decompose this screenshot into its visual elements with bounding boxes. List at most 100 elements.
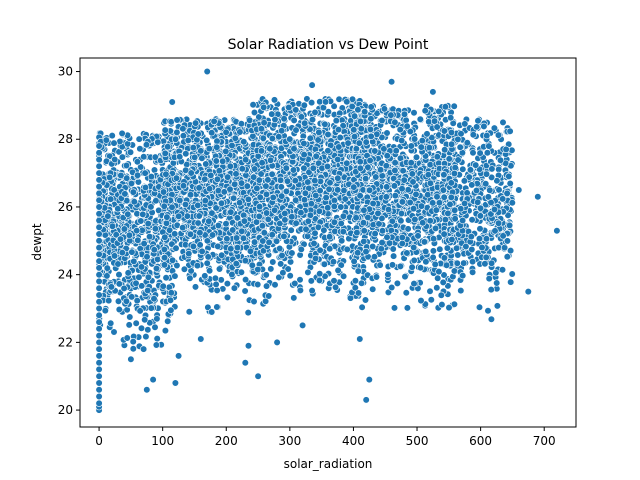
data-point (160, 245, 168, 254)
data-point (144, 220, 152, 228)
data-point (324, 147, 332, 155)
data-point (161, 149, 169, 157)
data-point (484, 307, 492, 315)
data-point (268, 134, 277, 143)
data-point (391, 118, 399, 126)
data-point (214, 187, 222, 195)
data-point (432, 206, 440, 214)
data-point (182, 150, 190, 158)
data-point (378, 239, 386, 247)
data-point (377, 245, 385, 253)
data-point (152, 264, 161, 273)
data-point (410, 109, 418, 117)
data-point (362, 138, 370, 146)
data-point (364, 163, 372, 171)
data-point (283, 177, 292, 185)
data-point (426, 179, 435, 187)
data-point (403, 304, 412, 312)
data-point (406, 198, 414, 207)
data-point (355, 139, 363, 147)
data-point (337, 219, 345, 228)
data-point (383, 152, 391, 160)
data-point (172, 135, 180, 143)
data-point (356, 192, 364, 200)
data-point (147, 173, 155, 181)
data-point (191, 153, 199, 161)
data-point (430, 235, 438, 243)
data-point (308, 287, 316, 295)
data-point (115, 280, 123, 288)
data-point (335, 143, 343, 151)
data-point (212, 157, 220, 165)
data-point (419, 219, 427, 227)
data-point (179, 224, 187, 232)
data-point (361, 108, 369, 116)
data-point (127, 179, 136, 188)
data-point (146, 233, 154, 241)
data-point (141, 183, 150, 192)
data-point (134, 236, 142, 244)
data-point (296, 286, 305, 295)
data-point (118, 249, 126, 257)
data-point (142, 141, 151, 149)
data-point (194, 219, 202, 227)
data-point (163, 213, 171, 221)
data-point (136, 307, 144, 315)
data-point (240, 211, 248, 219)
data-point (354, 267, 362, 275)
data-point (343, 98, 351, 106)
data-point (110, 186, 118, 194)
data-point (403, 249, 411, 257)
data-point (339, 212, 348, 220)
data-point (222, 220, 230, 228)
data-point (277, 260, 285, 268)
data-point (402, 289, 410, 297)
data-point (421, 107, 429, 115)
data-point (263, 209, 271, 217)
data-point (207, 171, 215, 179)
data-point (134, 171, 142, 179)
data-point (435, 268, 443, 276)
data-point (120, 284, 128, 293)
data-point (362, 248, 370, 256)
data-point (130, 257, 138, 266)
data-point (411, 215, 419, 224)
data-point (436, 245, 444, 253)
data-point (226, 162, 234, 170)
data-point (366, 156, 374, 165)
data-point (107, 319, 115, 327)
data-point (152, 197, 160, 205)
data-point (433, 153, 441, 161)
data-point (447, 114, 455, 122)
data-point (237, 120, 245, 128)
data-point (214, 221, 222, 230)
data-point (398, 198, 407, 206)
data-point (387, 111, 395, 119)
data-point (292, 126, 300, 134)
data-point (256, 203, 264, 211)
data-point (241, 287, 249, 295)
data-point (270, 96, 279, 104)
data-point (254, 280, 262, 289)
data-point (154, 138, 162, 146)
data-point (290, 116, 298, 124)
data-point (316, 187, 324, 195)
data-point (352, 214, 360, 222)
data-point (150, 246, 158, 254)
data-point (107, 195, 115, 203)
data-point (238, 179, 246, 187)
data-point (255, 212, 263, 220)
data-point (391, 159, 399, 167)
data-point (397, 209, 406, 218)
data-point (341, 195, 349, 203)
data-point (189, 144, 197, 152)
data-point (450, 267, 459, 275)
data-point (320, 226, 328, 234)
data-point (153, 315, 161, 323)
data-point (189, 242, 197, 250)
data-point (143, 253, 151, 261)
data-point (126, 148, 135, 156)
data-point (356, 164, 365, 172)
data-point (196, 241, 204, 249)
data-point (198, 247, 206, 255)
